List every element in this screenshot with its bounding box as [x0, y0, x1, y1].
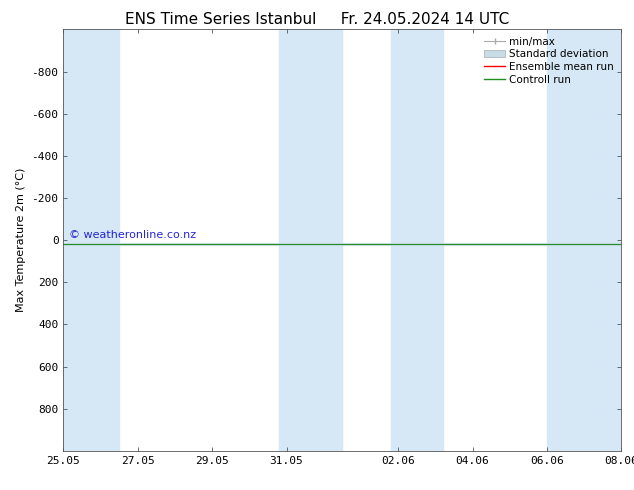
Bar	[279, 29, 342, 451]
Legend: min/max, Standard deviation, Ensemble mean run, Controll run: min/max, Standard deviation, Ensemble me…	[482, 35, 616, 87]
Y-axis label: Max Temperature 2m (°C): Max Temperature 2m (°C)	[16, 168, 26, 312]
Text: ENS Time Series Istanbul     Fr. 24.05.2024 14 UTC: ENS Time Series Istanbul Fr. 24.05.2024 …	[125, 12, 509, 27]
Text: © weatheronline.co.nz: © weatheronline.co.nz	[69, 230, 196, 240]
Bar	[63, 29, 119, 451]
Bar	[547, 29, 621, 451]
Bar	[391, 29, 443, 451]
